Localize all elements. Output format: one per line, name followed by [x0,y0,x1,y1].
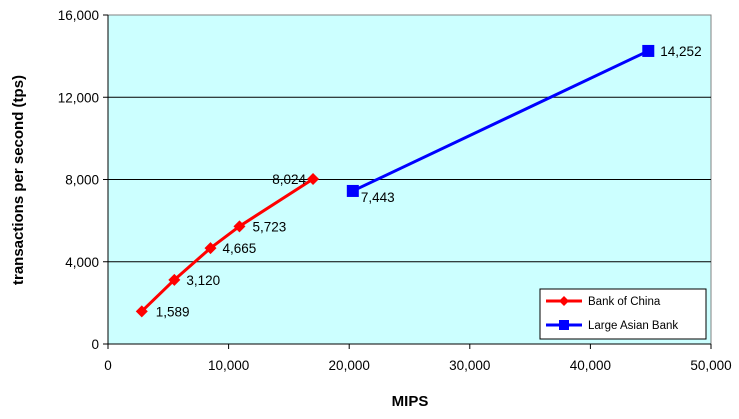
data-label: 3,120 [186,273,220,288]
data-label: 14,252 [660,44,701,59]
data-point-diamond [233,220,246,233]
x-tick-label: 30,000 [449,358,490,373]
data-label: 1,589 [156,304,190,319]
data-label: 5,723 [252,219,286,234]
data-point-diamond [135,305,148,318]
series-line-1 [352,49,649,193]
data-point-diamond [204,242,217,255]
x-tick-label: 0 [104,358,112,373]
data-point-square [346,184,359,197]
data-point-diamond [168,273,181,286]
y-axis-title: transactions per second (tps) [10,75,27,285]
y-tick-label: 12,000 [58,90,99,105]
data-label: 4,665 [223,241,257,256]
x-axis-title: MIPS [392,393,429,410]
data-label: 8,024 [272,172,306,187]
series [135,44,655,318]
x-tick-label: 50,000 [690,358,731,373]
legend: Bank of China Large Asian Bank [539,288,707,340]
data-labels: 1,589 3,120 4,665 5,723 8,024 7,443 14,252 [156,44,702,319]
data-point-square [642,44,655,57]
y-tick-label: 8,000 [65,173,99,188]
legend-label-large-asian-bank: Large Asian Bank [588,320,678,332]
data-label: 7,443 [361,190,395,205]
gridlines [108,96,711,263]
y-tick-label: 16,000 [58,8,99,23]
y-tick-label: 4,000 [65,255,99,270]
data-point-diamond [307,173,320,186]
legend-marker-diamond-icon [559,296,569,306]
x-tick-label: 10,000 [208,358,249,373]
legend-box [539,288,707,340]
x-tick-label: 40,000 [570,358,611,373]
legend-marker-square-icon [559,320,569,330]
axes: 0 4,000 8,000 12,000 16,000 0 10,000 20,000 30,0… [58,8,732,373]
x-tick-label: 20,000 [329,358,370,373]
legend-label-bank-of-china: Bank of China [588,296,661,308]
y-tick-label: 0 [91,337,99,352]
